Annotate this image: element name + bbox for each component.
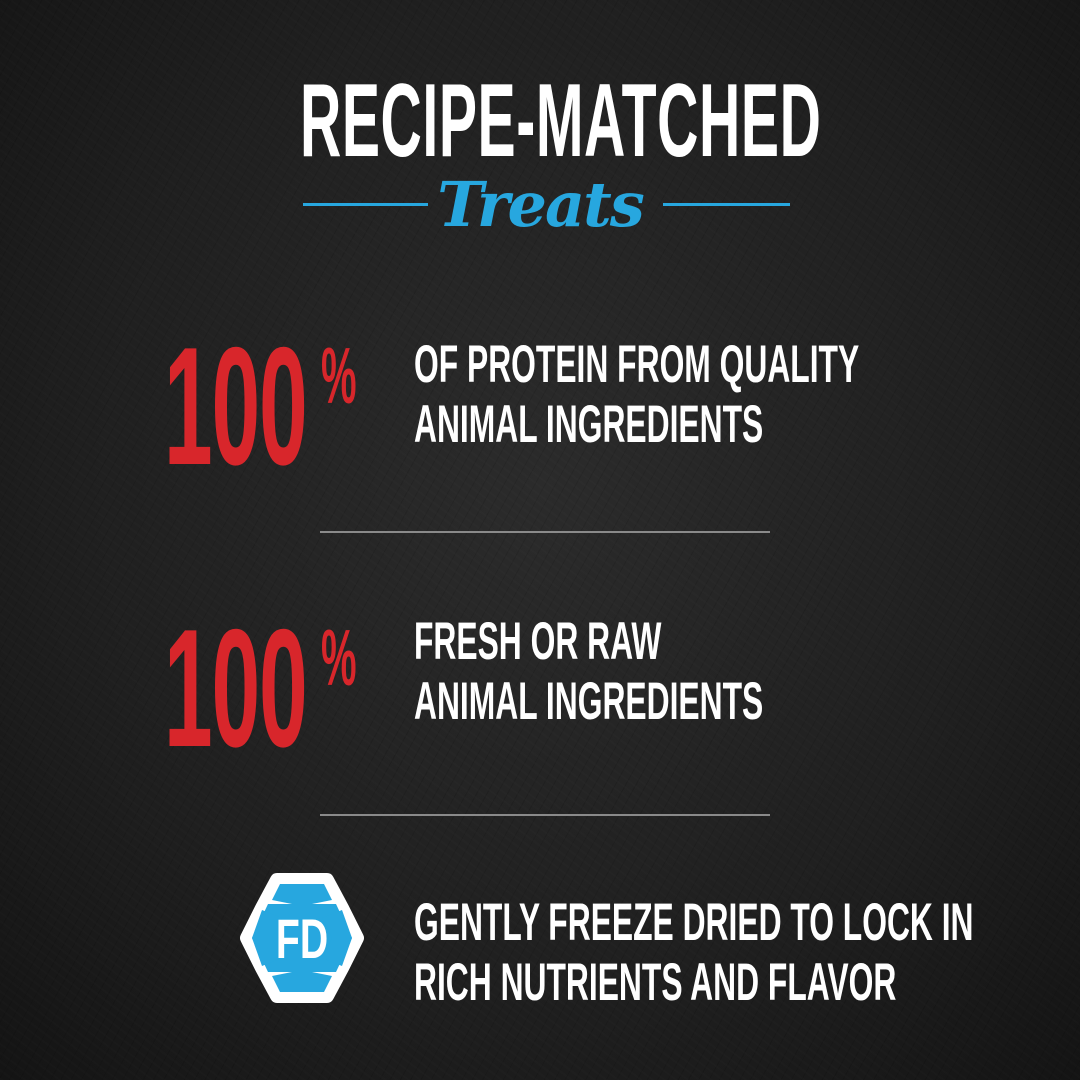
feature-1-line-2: ANIMAL INGREDIENTS — [414, 395, 764, 454]
stat-number-2: 100 — [164, 594, 308, 782]
headline-title: RECIPE-MATCHED — [300, 63, 822, 179]
divider-2 — [320, 814, 770, 816]
percent-sign-1: % — [321, 331, 357, 420]
feature-1-line-1: OF PROTEIN FROM QUALITY — [414, 335, 860, 394]
stat-number-1: 100 — [164, 312, 308, 500]
feature-text-3: GENTLY FREEZE DRIED TO LOCK IN RICH NUTR… — [414, 893, 974, 1013]
divider-1 — [320, 531, 770, 533]
feature-3-line-2: RICH NUTRIENTS AND FLAVOR — [414, 953, 897, 1012]
fd-badge-text: FD — [276, 908, 328, 971]
subtitle-rule-left — [303, 203, 428, 206]
feature-text-2: FRESH OR RAW ANIMAL INGREDIENTS — [414, 612, 763, 732]
freeze-dried-snowflake-icon: FD — [240, 873, 364, 1003]
feature-3-line-1: GENTLY FREEZE DRIED TO LOCK IN — [414, 893, 974, 952]
feature-2-line-2: ANIMAL INGREDIENTS — [414, 672, 764, 731]
feature-text-1: OF PROTEIN FROM QUALITY ANIMAL INGREDIEN… — [414, 335, 859, 455]
subtitle-rule-right — [663, 203, 790, 206]
feature-2-line-1: FRESH OR RAW — [414, 612, 662, 671]
headline-subtitle: Treats — [437, 168, 644, 241]
percent-sign-2: % — [321, 613, 357, 702]
